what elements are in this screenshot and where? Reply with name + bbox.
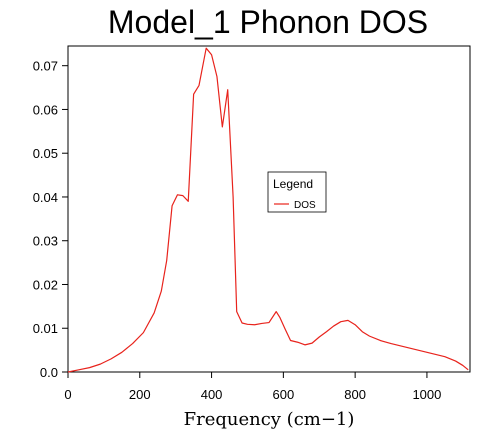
y-tick-label: 0.0 (40, 365, 58, 380)
y-tick-label: 0.03 (33, 234, 58, 249)
x-tick-label: 800 (344, 387, 366, 402)
legend-frame (267, 171, 327, 213)
x-tick-label: 600 (273, 387, 295, 402)
x-axis-ticks: 0 200 400 600 800 1000 (64, 372, 441, 402)
x-tick-label: 1000 (412, 387, 441, 402)
y-axis-ticks: 0.0 0.01 0.02 0.03 0.04 0.05 0.06 0.07 (33, 59, 68, 380)
y-tick-label: 0.06 (33, 102, 58, 117)
x-tick-label: 0 (64, 387, 71, 402)
y-tick-label: 0.07 (33, 59, 58, 74)
x-tick-label: 200 (129, 387, 151, 402)
x-tick-label: 400 (201, 387, 223, 402)
y-tick-label: 0.05 (33, 146, 58, 161)
y-tick-label: 0.01 (33, 321, 58, 336)
x-axis-label: Frequency (cm−1) (184, 409, 355, 430)
legend-title: Legend (273, 177, 313, 191)
y-tick-label: 0.04 (33, 190, 58, 205)
y-tick-label: 0.02 (33, 277, 58, 292)
plot-frame (67, 45, 471, 373)
legend: Legend DOS (267, 171, 327, 213)
legend-entry-dos: DOS (294, 200, 316, 211)
chart-title: Model_1 Phonon DOS (108, 4, 428, 40)
series-line-dos (67, 47, 469, 373)
